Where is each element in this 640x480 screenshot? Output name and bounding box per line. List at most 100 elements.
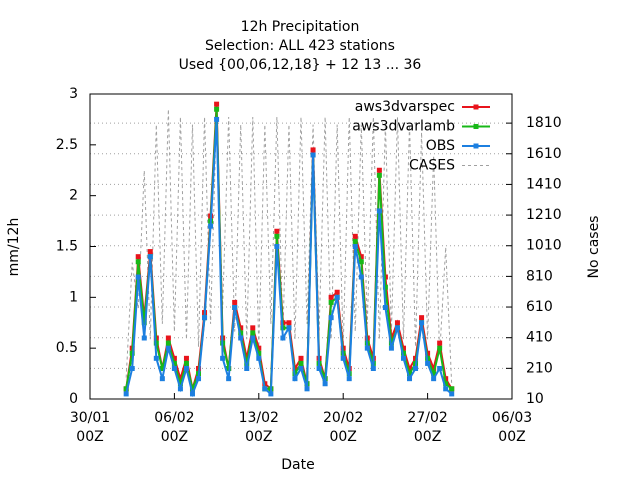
point <box>376 172 382 178</box>
point <box>214 116 220 122</box>
plot-frame <box>89 93 513 400</box>
legend-label: CASES <box>409 158 455 174</box>
point <box>214 106 220 112</box>
point <box>165 335 171 341</box>
point <box>298 355 304 361</box>
y-axis-label: mm/12h <box>6 218 22 277</box>
point <box>177 386 183 392</box>
point <box>189 386 195 392</box>
point <box>382 284 388 290</box>
point <box>316 366 322 371</box>
point <box>183 355 189 361</box>
point <box>165 345 171 351</box>
point <box>400 345 406 351</box>
point <box>400 355 406 361</box>
point <box>250 330 256 336</box>
point <box>292 376 298 382</box>
legend-label: aws3dvarlamb <box>352 119 455 135</box>
point <box>153 355 159 361</box>
point <box>431 376 437 382</box>
x-tick-label: 13/02 00Z <box>238 410 279 445</box>
y2-axis-label: No cases <box>586 216 602 279</box>
point <box>437 340 443 346</box>
point <box>334 294 340 300</box>
point <box>407 376 413 382</box>
chart-title: 12h Precipitation <box>241 19 360 35</box>
legend-marker <box>473 143 479 149</box>
y-tick-label: 1 <box>69 289 78 305</box>
y2-tick-label: 10 <box>526 391 544 407</box>
y-tick-label: 0 <box>69 391 78 407</box>
y2-tick-label: 610 <box>526 299 553 315</box>
point <box>123 386 129 392</box>
point <box>171 355 177 361</box>
point <box>123 391 129 397</box>
point <box>147 254 153 260</box>
point <box>274 228 280 234</box>
point <box>376 167 382 173</box>
point <box>358 274 364 280</box>
point <box>141 335 147 341</box>
point <box>262 386 268 392</box>
point <box>268 391 274 397</box>
point <box>232 305 238 310</box>
point <box>358 259 364 265</box>
point <box>328 299 334 305</box>
point <box>280 335 286 341</box>
point <box>437 366 443 371</box>
point <box>425 360 431 366</box>
point <box>183 360 189 366</box>
point <box>419 315 425 321</box>
point <box>334 289 340 295</box>
point <box>177 376 183 382</box>
point <box>214 101 220 107</box>
point <box>256 350 262 356</box>
point <box>250 325 256 331</box>
point <box>407 371 413 377</box>
point <box>352 238 358 244</box>
point <box>407 366 413 371</box>
point <box>220 355 226 361</box>
y2-tick-label: 210 <box>526 360 553 376</box>
point <box>196 376 202 382</box>
point <box>376 208 382 214</box>
y2-tick-label: 1410 <box>526 176 562 192</box>
point <box>449 391 455 397</box>
point <box>177 381 183 387</box>
point <box>141 320 147 326</box>
series-line <box>125 119 453 398</box>
point <box>286 325 292 331</box>
point <box>304 386 310 392</box>
y2-tick-label: 1010 <box>526 238 562 254</box>
point <box>370 366 376 371</box>
y2-tick-label: 1810 <box>526 115 562 131</box>
point <box>394 320 400 326</box>
point <box>135 254 141 260</box>
point <box>310 152 316 158</box>
point <box>135 274 141 280</box>
x-tick-label: 27/02 00Z <box>407 410 448 445</box>
x-tick-label: 06/02 00Z <box>154 410 195 445</box>
point <box>394 325 400 331</box>
legend-marker <box>473 124 479 129</box>
legend-label: aws3dvarspec <box>355 99 455 115</box>
point <box>202 315 208 321</box>
point <box>443 381 449 387</box>
point <box>286 320 292 326</box>
point <box>310 147 316 153</box>
y-tick-label: 2 <box>69 188 78 204</box>
point <box>244 366 250 371</box>
point <box>443 386 449 392</box>
point <box>159 366 165 371</box>
x-tick-label: 06/03 00Z <box>491 410 533 445</box>
point <box>165 340 171 346</box>
point <box>382 305 388 310</box>
point <box>358 254 364 260</box>
y-tick-label: 1.5 <box>56 239 78 255</box>
point <box>256 355 262 361</box>
chart-title: Used {00,06,12,18} + 12 13 ... 36 <box>179 57 422 73</box>
point <box>352 244 358 249</box>
point <box>250 335 256 341</box>
